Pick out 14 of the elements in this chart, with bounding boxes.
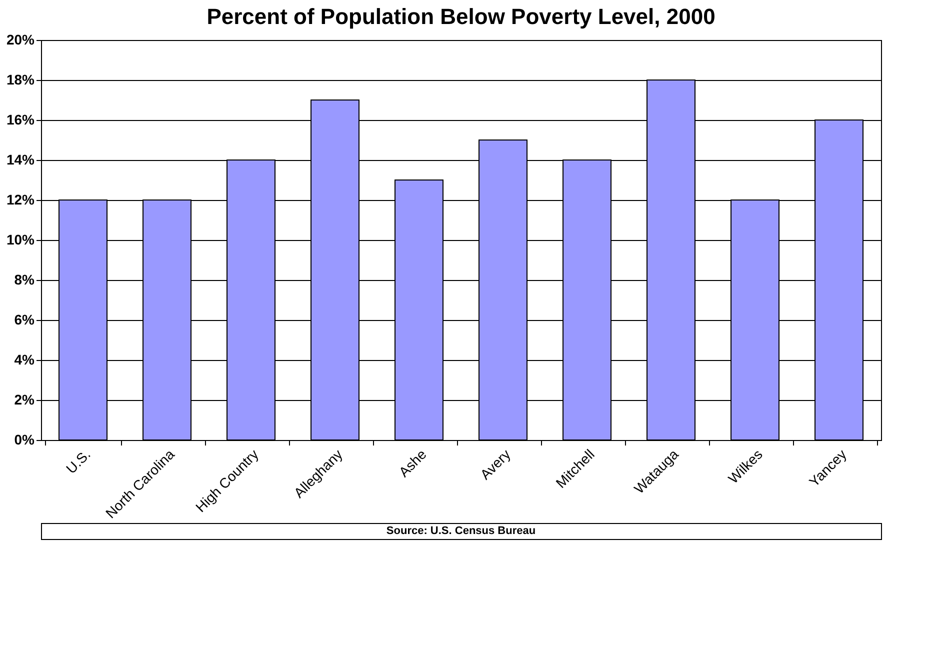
- x-tick-label: U.S.: [62, 446, 94, 477]
- y-tick-label: 14%: [6, 152, 36, 168]
- y-tick-label: 0%: [14, 432, 36, 448]
- chart-title: Percent of Population Below Poverty Level, 2000: [206, 4, 716, 29]
- source-note: Source: U.S. Census Bureau: [386, 525, 536, 537]
- y-tick-label: 16%: [6, 112, 36, 128]
- y-tick-label: 18%: [6, 72, 36, 88]
- y-tick-label: 2%: [14, 392, 36, 408]
- y-tick-label: 6%: [14, 312, 36, 328]
- y-tick-label: 8%: [14, 272, 36, 288]
- y-tick-label: 10%: [6, 232, 36, 248]
- y-tick-label: 20%: [6, 32, 36, 48]
- y-tick-label: 12%: [6, 192, 36, 208]
- y-tick-label: 4%: [14, 352, 36, 368]
